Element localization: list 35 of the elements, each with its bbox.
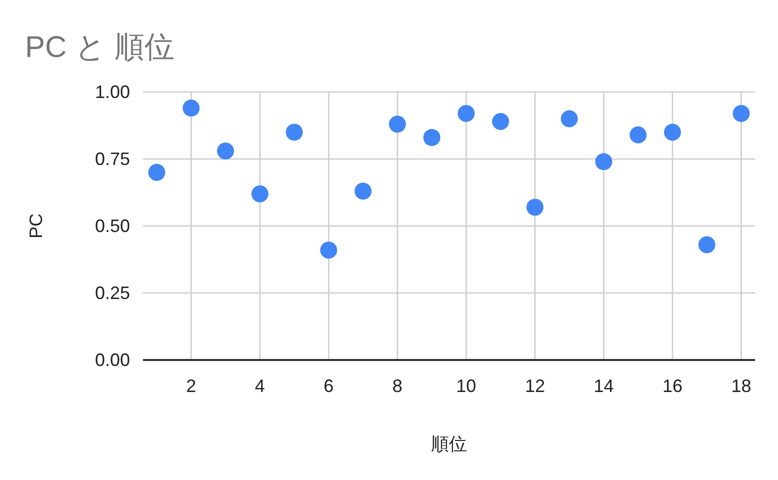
chart-title: PC と 順位 [25, 31, 174, 64]
y-tick-label: 0.50 [94, 216, 130, 236]
y-tick-label: 0.00 [94, 350, 130, 370]
point [492, 112, 510, 130]
point [732, 104, 750, 122]
point [320, 242, 338, 259]
x-tick-label: 8 [392, 376, 402, 396]
x-tick-label: 2 [186, 376, 196, 396]
point [251, 185, 268, 202]
x-tick-label: 12 [524, 376, 545, 396]
point [526, 198, 544, 216]
point [698, 236, 716, 254]
point [423, 129, 440, 146]
x-tick-label: 14 [594, 376, 614, 396]
point [458, 104, 475, 122]
x-tick-label: 10 [456, 376, 476, 396]
point [182, 100, 200, 117]
point [630, 126, 647, 144]
x-axis-title: 順位 [431, 434, 467, 454]
point [354, 182, 372, 200]
x-tick-label: 4 [254, 376, 265, 396]
y-tick-label: 0.75 [94, 149, 130, 169]
point [148, 164, 166, 181]
x-tick-label: 18 [731, 376, 752, 396]
point [664, 124, 681, 141]
y-axis-title: PC [26, 213, 46, 239]
point [217, 142, 234, 160]
point [388, 116, 406, 133]
point [286, 124, 303, 141]
y-tick-label: 0.25 [94, 283, 130, 303]
x-tick-label: 6 [324, 376, 334, 396]
y-tick-label: 1.00 [94, 82, 130, 102]
point [595, 153, 612, 170]
point [560, 110, 578, 128]
x-tick-label: 16 [662, 376, 682, 396]
